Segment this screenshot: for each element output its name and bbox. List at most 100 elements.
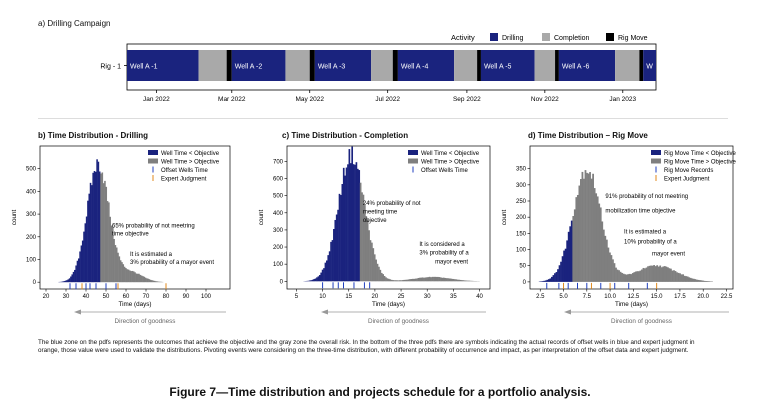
histogram-bar: [555, 272, 558, 282]
histogram-bar: [324, 262, 327, 282]
histogram-bar: [327, 255, 330, 282]
x-tick-label: 17.5: [674, 294, 686, 300]
legend-swatch: [408, 150, 418, 155]
histogram-bar: [691, 278, 694, 282]
y-tick-label: 600: [273, 177, 284, 183]
histogram-bar: [135, 273, 138, 283]
histogram-bar: [589, 172, 591, 282]
histogram-bar: [469, 280, 472, 282]
histogram-bar: [428, 276, 431, 282]
histogram-bar: [607, 247, 610, 282]
histogram-bar: [83, 231, 85, 283]
histogram-bar: [686, 276, 689, 282]
histogram-bar: [647, 266, 649, 282]
x-tick-label: 50: [103, 294, 110, 300]
y-tick-label: 0: [33, 280, 37, 286]
y-axis-label: count: [11, 210, 18, 226]
gantt-bar-completion: [198, 50, 227, 81]
histogram-bar: [583, 178, 585, 282]
y-tick-label: 200: [516, 215, 527, 221]
histogram-bar: [566, 240, 569, 282]
histogram-bar: [609, 252, 611, 282]
gantt-bar-drilling: [558, 50, 616, 81]
histogram-bar: [631, 273, 634, 282]
histogram-bar: [142, 276, 144, 283]
x-tick-label: 30: [63, 294, 70, 300]
x-tick-label: 35: [450, 294, 457, 300]
histogram-bar: [581, 171, 584, 282]
gantt-legend-swatch: [490, 33, 498, 41]
histogram-bar: [677, 272, 680, 282]
histogram-bar: [126, 269, 128, 283]
gantt-x-tick-label: Jul 2022: [375, 96, 400, 103]
histogram-bar: [682, 274, 685, 282]
histogram-bar: [386, 278, 389, 282]
histogram-bar: [387, 278, 390, 282]
y-tick-label: 200: [26, 235, 37, 241]
chart-annotation: 10% probability of a: [624, 240, 677, 246]
histogram-bar: [651, 265, 654, 282]
histogram-bar: [586, 172, 588, 282]
histogram-bar: [144, 277, 147, 283]
histogram-bar: [330, 241, 332, 282]
histogram-bar: [390, 279, 393, 282]
histogram-bar: [92, 172, 94, 283]
y-axis-label: count: [501, 210, 508, 226]
gantt-bar-drilling: [314, 50, 372, 81]
histogram-bar: [404, 279, 407, 282]
histogram-bar: [396, 280, 399, 282]
gantt-x-tick-label: Jan 2023: [609, 96, 636, 103]
histogram-bar: [604, 235, 607, 282]
gantt-x-tick-label: Sep 2022: [453, 96, 481, 103]
plot-frame: [529, 145, 734, 290]
histogram-bar: [395, 280, 397, 282]
histogram-bar: [84, 223, 87, 283]
histogram-bar: [131, 270, 134, 283]
histogram-bar: [361, 192, 363, 282]
gantt-bar-label: Well A -2: [235, 64, 263, 71]
histogram-bar: [420, 277, 423, 282]
histogram-bar: [337, 209, 339, 282]
gantt-x-tick-label: May 2022: [295, 96, 324, 103]
chart-annotation: mobilization time objective: [605, 208, 676, 214]
histogram-bar: [462, 280, 465, 282]
histogram-bar: [421, 277, 424, 282]
histogram-bar: [72, 271, 75, 283]
histogram-bar: [671, 270, 674, 282]
x-tick-label: 20: [43, 294, 50, 300]
histogram-bar: [85, 216, 88, 283]
x-tick-label: 7.5: [583, 294, 592, 300]
histogram-bar: [74, 269, 76, 283]
histogram-bar: [679, 273, 681, 282]
histogram-bar: [433, 276, 435, 282]
y-tick-label: 200: [273, 245, 284, 251]
histogram-bar: [101, 172, 104, 283]
legend-label: Well Time < Objective: [421, 151, 480, 157]
x-axis-label: Time (days): [118, 301, 151, 308]
histogram-bar: [630, 274, 633, 282]
histogram-bar: [105, 186, 108, 283]
legend-label: Well Time > Objective: [421, 160, 480, 166]
histogram-bar: [155, 281, 157, 283]
histogram-bar: [468, 280, 470, 282]
histogram-bar: [157, 281, 160, 283]
y-tick-label: 50: [519, 264, 526, 270]
histogram-bar: [109, 216, 111, 283]
histogram-bar: [572, 216, 575, 282]
histogram-bar: [409, 279, 411, 282]
histogram-bar: [366, 219, 369, 282]
histogram-bar: [369, 240, 372, 282]
histogram-bar: [413, 278, 415, 282]
histogram-bar: [554, 273, 556, 282]
histogram-bar: [464, 280, 466, 282]
histogram-bar: [411, 278, 414, 282]
histogram-bar: [570, 220, 573, 282]
histogram-bar: [683, 275, 686, 282]
histogram-bar: [106, 201, 109, 283]
histogram-bar: [447, 278, 449, 282]
histogram-bar: [699, 280, 701, 282]
histogram-bar: [410, 279, 413, 282]
histogram-bar: [700, 280, 703, 282]
gantt-legend-title: Activity: [451, 33, 475, 42]
histogram-bar: [680, 274, 683, 282]
